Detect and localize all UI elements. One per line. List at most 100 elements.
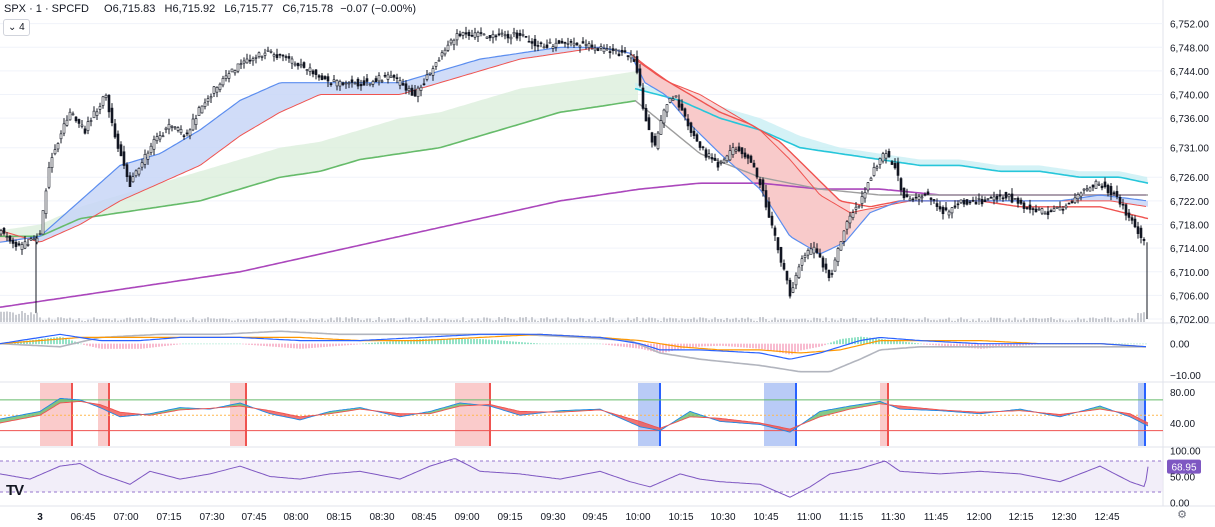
candle [533,35,537,52]
macd-histogram-bar [608,343,610,346]
candle-body [833,259,837,272]
macd-histogram-bar [587,343,589,345]
volume-bar [36,312,38,322]
candle-body [737,146,741,152]
indicators-toggle-button[interactable]: ⌄ 4 [3,19,30,36]
macd-histogram-bar [920,343,922,345]
macd-histogram-bar [830,342,832,345]
macd-histogram-bar [455,339,457,345]
stoch-fill-segment [460,402,462,407]
volume-bar [303,319,305,322]
macd-histogram-bar [338,343,340,346]
macd-histogram-bar [551,343,553,345]
time-tick-label: 07:00 [113,512,138,523]
candle [140,158,144,171]
candle [101,95,105,109]
volume-bar [261,319,263,322]
candle [788,277,792,299]
candle-body [1004,192,1008,199]
stoch-fill-segment [4,417,6,423]
macd-histogram-bar [710,343,712,347]
macd-histogram-bar [863,337,865,345]
volume-bar [84,320,86,322]
volume-bar [792,319,794,322]
macd-histogram-bar [89,343,91,347]
symbol-name[interactable]: SPX · 1 · SPCFD [4,3,89,15]
candle-body [710,157,714,160]
macd-histogram-bar [1016,343,1018,347]
macd-histogram-bar [878,338,880,345]
volume-bar [255,318,257,322]
stoch-fill-segment [644,422,646,428]
candle-body [344,82,348,85]
candle [419,84,423,97]
macd-histogram-bar [635,343,637,349]
macd-histogram-bar [935,343,937,346]
time-tick-label: 09:00 [454,512,479,523]
macd-histogram-bar [194,343,196,345]
macd-histogram-bar [113,343,115,349]
volume-bar [288,320,290,322]
volume-bar [432,318,434,322]
volume-bar [138,318,140,322]
macd-histogram-bar [617,343,619,347]
ema-fast-cloud-segment [288,82,292,109]
candle-body [521,34,525,36]
stoch-fill-segment [130,413,132,416]
volume-bar [114,318,116,322]
rsi-last-value-badge [1167,459,1201,474]
candle [245,53,249,64]
ema-fast-cloud-segment [280,82,284,113]
volume-bar [1059,318,1061,322]
candle [173,126,177,130]
candle-body [1016,197,1020,204]
volume-bar [801,318,803,322]
macd-histogram-bar [506,341,508,345]
macd-histogram-bar [686,343,688,349]
ema-fast-cloud-segment [528,51,532,58]
ema-fast-cloud-segment [468,61,472,75]
candle [695,132,699,142]
volume-bar [1128,317,1130,322]
stoch-fill-segment [272,411,274,415]
candle [152,135,156,156]
volume-bar [711,319,713,322]
volume-bar [354,318,356,322]
candle-body [458,33,462,37]
gear-icon[interactable]: ⚙ [1177,509,1187,521]
macd-histogram-bar [473,339,475,345]
macd-histogram-bar [329,343,331,347]
volume-bar [894,318,896,322]
macd-histogram-bar [389,341,391,345]
volume-bar [1023,317,1025,322]
volume-bar [120,319,122,322]
candle-body [533,38,537,47]
volume-bar [219,318,221,322]
macd-histogram-bar [851,337,853,345]
candle-body [1115,191,1119,197]
candle [581,37,585,44]
volume-bar [474,320,476,322]
candle [557,39,561,45]
series-ema-green [0,100,637,238]
candle [848,211,852,229]
candle [1109,183,1113,201]
macd-histogram-bar [527,342,529,345]
stoch-fill-segment [24,414,26,419]
stoch-fill-segment [38,411,40,416]
candle-body [1076,194,1080,200]
candle-body [164,127,168,131]
macd-histogram-bar [98,343,100,349]
ema-fast-cloud-segment [304,82,308,102]
stoch-fill-segment [820,411,822,417]
volume-bar [207,317,209,322]
chevron-down-icon: ⌄ [8,22,17,33]
macd-histogram-bar [521,342,523,345]
candle [797,263,801,280]
candle [773,225,777,242]
volume-bar [561,318,563,322]
candle-body [680,103,684,111]
volume-bar [447,319,449,322]
